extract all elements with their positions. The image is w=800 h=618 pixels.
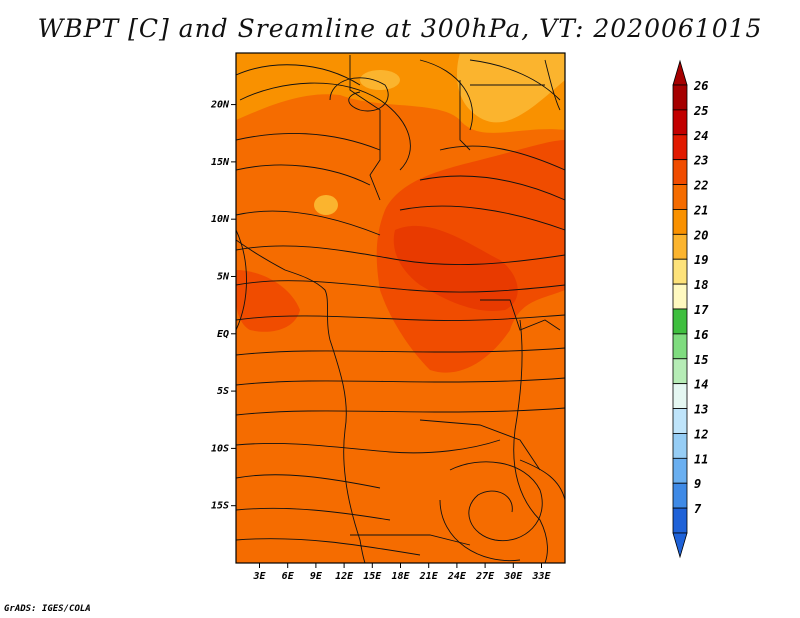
colorbar-swatch — [672, 333, 688, 360]
colorbar-label: 12 — [694, 427, 708, 441]
colorbar-label: 18 — [694, 278, 708, 292]
colorbar-top-arrow — [672, 59, 688, 86]
colorbar-label: 7 — [694, 502, 702, 516]
coastlines-and-borders — [236, 55, 561, 563]
colorbar-swatch — [672, 283, 688, 310]
lat-tick-label: 10S — [211, 443, 229, 454]
colorbar-swatch — [672, 184, 688, 210]
colorbar-label: 11 — [694, 452, 708, 466]
colorbar-label: 22 — [693, 179, 708, 193]
lat-tick-label: 20N — [210, 100, 230, 111]
lon-tick-label: 21E — [419, 571, 439, 582]
colorbar-label: 23 — [693, 154, 708, 168]
colorbar-label: 21 — [693, 203, 708, 217]
colorbar-swatch — [672, 408, 688, 434]
colorbar-label: 19 — [694, 253, 708, 267]
colorbar-swatch — [672, 308, 688, 335]
colorbar-swatch — [672, 84, 688, 111]
colorbar-swatch — [672, 358, 688, 385]
lat-tick-label: 15S — [211, 501, 229, 512]
colorbar-label: 20 — [693, 228, 708, 242]
colorbar-label: 24 — [693, 129, 708, 143]
lon-tick-label: 30E — [503, 571, 523, 582]
colorbar-swatch — [672, 109, 688, 136]
colorbar-swatch — [672, 209, 688, 235]
colorbar-label: 9 — [694, 477, 701, 491]
colorbar-swatch — [672, 433, 688, 459]
lon-tick-label: 33E — [531, 571, 551, 582]
colorbar-label: 15 — [694, 353, 708, 367]
latitude-axis: 20N 15N 10N 5N EQ 5S 10S 15S — [210, 100, 236, 512]
map-title: WBPT [C] and Sreamline at 300hPa, VT: 20… — [37, 14, 763, 43]
lon-tick-label: 15E — [363, 571, 382, 582]
colorbar-swatch — [672, 383, 688, 409]
lat-tick-label: 15N — [211, 157, 230, 168]
lon-tick-label: 6E — [282, 571, 295, 582]
colorbar-label: 16 — [694, 328, 708, 342]
lon-tick-label: 24E — [447, 571, 467, 582]
lat-tick-label: 5N — [217, 271, 230, 282]
colorbar-swatch — [672, 258, 688, 285]
colorbar-swatch — [672, 159, 688, 185]
lon-tick-label: 9E — [310, 571, 323, 582]
lon-tick-label: 18E — [391, 571, 410, 582]
wbpt-shading — [236, 53, 565, 563]
colorbar-label: 13 — [694, 403, 708, 417]
colorbar-label: 25 — [693, 104, 708, 118]
colorbar-label: 17 — [694, 303, 709, 317]
lat-tick-label: 5S — [217, 386, 229, 397]
colorbar-label: 14 — [694, 378, 708, 392]
lon-tick-label: 27E — [475, 571, 495, 582]
colorbar-swatch — [672, 482, 688, 509]
longitude-axis: 3E 6E 9E 12E 15E 18E 21E 24E 27E 30E 33E — [252, 563, 552, 582]
colorbar-swatch — [672, 134, 688, 161]
lon-tick-label: 3E — [252, 571, 266, 582]
grads-credit: GrADS: IGES/COLA — [4, 604, 91, 614]
lat-tick-label: 10N — [211, 214, 230, 225]
lat-tick-label: EQ — [217, 329, 229, 340]
colorbar-bottom-arrow — [672, 532, 688, 559]
lon-tick-label: 12E — [335, 571, 354, 582]
streamlines — [236, 59, 565, 562]
colorbar-label: 26 — [693, 79, 708, 93]
colorbar-swatch — [672, 233, 688, 260]
colorbar-swatch — [672, 507, 688, 534]
colorbar-legend: 26 25 24 23 22 21 20 19 18 17 16 15 14 13 12 11 9 7 — [672, 59, 709, 559]
colorbar-swatch — [672, 457, 688, 484]
